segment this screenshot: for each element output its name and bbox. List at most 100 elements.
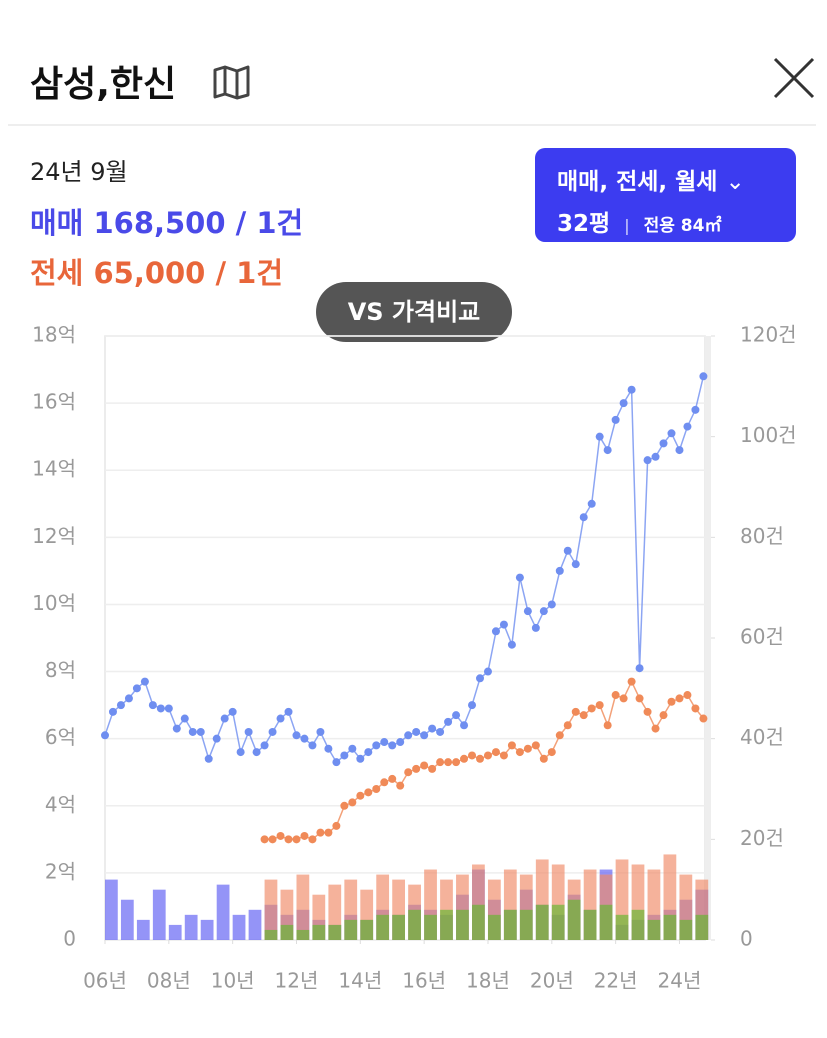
- volume-bar: [376, 914, 390, 940]
- price-dot: [148, 701, 157, 710]
- price-dot: [476, 674, 484, 683]
- price-dot: [332, 821, 341, 830]
- price-dot: [220, 714, 229, 723]
- volume-bar: [312, 894, 326, 940]
- price-dot: [515, 748, 524, 757]
- y-tick-label: 10억: [32, 591, 76, 615]
- price-dot: [428, 724, 437, 733]
- x-tick-label: 14년: [338, 969, 382, 993]
- volume-bar: [567, 899, 581, 940]
- price-dot: [691, 704, 700, 713]
- price-dot: [539, 607, 548, 616]
- price-dot: [404, 768, 413, 777]
- volume-bar: [120, 899, 134, 940]
- volume-bar: [487, 879, 501, 940]
- volume-bar: [472, 864, 485, 940]
- price-dot: [412, 764, 421, 773]
- volume-bar: [152, 889, 166, 940]
- volume-bar: [280, 914, 294, 940]
- price-dot: [268, 727, 277, 736]
- volume-bar: [424, 869, 437, 940]
- price-dot: [364, 788, 373, 797]
- volume-bar: [328, 924, 342, 940]
- price-dot: [428, 764, 437, 773]
- y2-tick-label: 0: [740, 927, 753, 951]
- price-dot: [699, 714, 708, 723]
- price-line: [264, 679, 704, 841]
- volume-bar: [184, 914, 198, 940]
- y2-tick-label: 80건: [740, 524, 784, 548]
- volume-bar: [487, 914, 501, 940]
- volume-bar: [679, 874, 693, 940]
- volume-bar: [472, 869, 485, 940]
- volume-bar: [615, 859, 629, 940]
- volume-bar: [456, 874, 469, 940]
- price-dot: [101, 731, 109, 740]
- line-series: [260, 677, 708, 844]
- volume-bar: [136, 919, 150, 940]
- volume-bar: [631, 919, 645, 940]
- volume-bar: [647, 869, 661, 940]
- price-dot: [555, 566, 564, 575]
- price-dot: [188, 727, 197, 736]
- price-dot: [164, 704, 173, 713]
- volume-bar: [232, 914, 246, 940]
- line-series: [101, 372, 708, 767]
- close-button[interactable]: [772, 56, 816, 100]
- volume-bar: [408, 909, 421, 940]
- volume-bar: [376, 909, 390, 940]
- separator: |: [624, 216, 630, 235]
- volume-bar: [360, 919, 374, 940]
- price-dot: [587, 704, 596, 713]
- price-dot: [563, 721, 572, 730]
- price-dot: [659, 439, 668, 448]
- price-dot: [212, 734, 221, 743]
- volume-bar: [105, 879, 118, 940]
- volume-bar: [328, 884, 342, 940]
- price-dot: [196, 727, 205, 736]
- price-dot: [300, 831, 309, 840]
- price-dot: [627, 385, 636, 394]
- volume-bar: [408, 884, 421, 940]
- volume-bar: [312, 919, 326, 940]
- x-tick-label: 24년: [658, 969, 702, 993]
- filter-size: 32평: [557, 211, 611, 237]
- price-dot: [348, 798, 357, 807]
- price-dot: [340, 751, 349, 760]
- price-dot: [156, 704, 165, 713]
- price-dot: [388, 774, 397, 783]
- compare-button[interactable]: VS 가격비교: [316, 282, 512, 342]
- price-dot: [507, 640, 516, 649]
- price-dot: [483, 751, 492, 760]
- volume-bar: [296, 929, 310, 940]
- filter-button[interactable]: 매매, 전세, 월세 ⌄ 32평 | 전용 84㎡: [535, 148, 796, 242]
- divider: [8, 124, 816, 126]
- price-dot: [563, 546, 572, 555]
- volume-bar: [535, 904, 549, 940]
- price-dot: [515, 573, 524, 582]
- volume-bar: [440, 879, 453, 940]
- price-dot: [667, 697, 676, 706]
- volume-bar: [264, 904, 278, 940]
- price-dot: [643, 456, 652, 465]
- volume-bar: [551, 914, 565, 940]
- volume-bar: [647, 919, 661, 940]
- date: 24년 9월: [30, 158, 128, 186]
- map-icon[interactable]: [212, 64, 252, 100]
- price-dot: [539, 754, 548, 763]
- price-dot: [372, 741, 381, 750]
- sale-summary: 매매 168,500 / 1건: [30, 206, 304, 240]
- price-dot: [523, 607, 532, 616]
- price-dot: [380, 738, 389, 747]
- price-dot: [452, 711, 461, 720]
- price-dot: [268, 835, 277, 844]
- price-dot: [579, 513, 588, 522]
- y-tick-label: 4억: [45, 792, 76, 816]
- price-dot: [436, 727, 445, 736]
- volume-bar: [456, 909, 469, 940]
- x-tick-label: 12년: [275, 969, 319, 993]
- price-dot: [444, 758, 453, 767]
- volume-bar: [248, 909, 262, 940]
- y-tick-label: 2억: [45, 859, 76, 883]
- price-dot: [468, 751, 477, 760]
